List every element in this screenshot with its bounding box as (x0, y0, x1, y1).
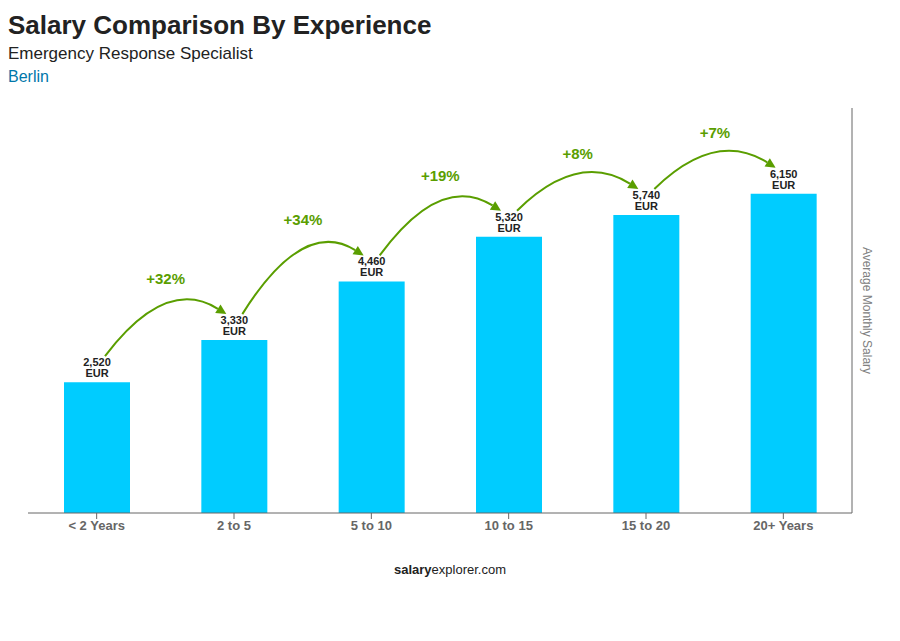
svg-text:+32%: +32% (146, 270, 185, 287)
svg-text:3,330EUR: 3,330EUR (221, 314, 249, 337)
svg-text:+19%: +19% (421, 167, 460, 184)
svg-text:Average Monthly Salary: Average Monthly Salary (860, 247, 874, 374)
svg-text:5,320EUR: 5,320EUR (495, 211, 523, 234)
html-text:Salary Comparison By Experienc: Salary Comparison By Experience (8, 10, 432, 40)
svg-text:6,150EUR: 6,150EUR (770, 168, 798, 191)
svg-text:+7%: +7% (700, 124, 730, 141)
html-text:Emergency Response Specialist: Emergency Response Specialist (8, 44, 253, 63)
svg-text:5,740EUR: 5,740EUR (633, 189, 661, 212)
svg-text:15 to 20: 15 to 20 (622, 518, 670, 533)
svg-text:+8%: +8% (562, 145, 592, 162)
html-text:salary explorer.com: salary explorer.com (394, 562, 506, 577)
svg-text:5 to 10: 5 to 10 (351, 518, 392, 533)
svg-text:2 to 5: 2 to 5 (217, 518, 251, 533)
svg-text:20+ Years: 20+ Years (753, 518, 813, 533)
html-text:Berlin: Berlin (8, 68, 49, 85)
svg-text:< 2 Years: < 2 Years (68, 518, 125, 533)
svg-text:+34%: +34% (284, 211, 323, 228)
svg-text:10 to 15: 10 to 15 (484, 518, 532, 533)
svg-text:4,460EUR: 4,460EUR (358, 255, 386, 278)
svg-text:2,520EUR: 2,520EUR (83, 356, 111, 379)
